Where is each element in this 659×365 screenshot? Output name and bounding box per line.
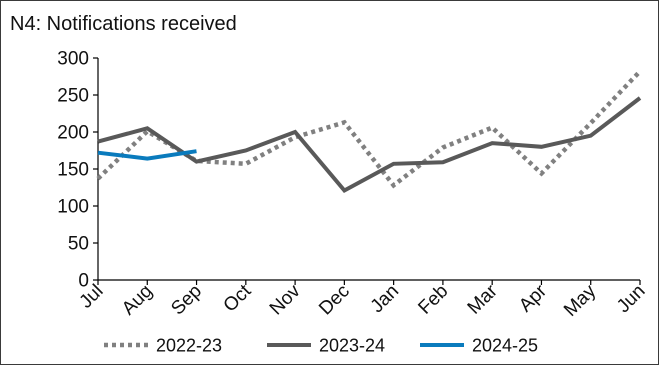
x-tick-label: Jun xyxy=(613,281,650,318)
legend: 2022-23 2023-24 2024-25 xyxy=(104,336,538,356)
x-tick-label: Mar xyxy=(464,280,502,318)
series-line-2022-23 xyxy=(96,69,642,189)
y-tick-label: 250 xyxy=(57,86,89,107)
series-line-2024-25 xyxy=(97,149,197,161)
y-tick-label: 200 xyxy=(57,123,89,144)
x-tick-label: Jan xyxy=(367,281,404,318)
legend-label-2023-24: 2023-24 xyxy=(319,336,385,356)
series-line-2023-24 xyxy=(97,96,642,194)
x-axis-ticks: Jul Aug Sep Oct Nov Dec Jan Feb Mar Apr May Jun xyxy=(76,280,650,321)
legend-label-2024-25: 2024-25 xyxy=(472,336,538,356)
y-tick-label: 150 xyxy=(57,160,89,181)
x-tick-label: Aug xyxy=(118,281,157,320)
series-layer xyxy=(96,69,642,194)
x-tick-label: Apr xyxy=(515,280,551,316)
y-tick-label: 50 xyxy=(68,234,89,255)
axes xyxy=(97,58,640,281)
y-axis-ticks: 0 50 100 150 200 250 300 xyxy=(57,49,98,292)
x-tick-label: Sep xyxy=(167,281,206,320)
y-tick-label: 100 xyxy=(57,197,89,218)
chart-title: N4: Notifications received xyxy=(10,13,237,35)
x-tick-label: Feb xyxy=(414,281,452,319)
y-tick-label: 0 xyxy=(78,271,89,292)
y-tick-label: 300 xyxy=(57,49,89,70)
x-tick-label: Nov xyxy=(266,280,305,319)
x-tick-label: Oct xyxy=(220,280,256,316)
x-tick-label: Dec xyxy=(315,281,354,320)
x-tick-label: May xyxy=(560,280,601,321)
legend-label-2022-23: 2022-23 xyxy=(156,336,222,356)
